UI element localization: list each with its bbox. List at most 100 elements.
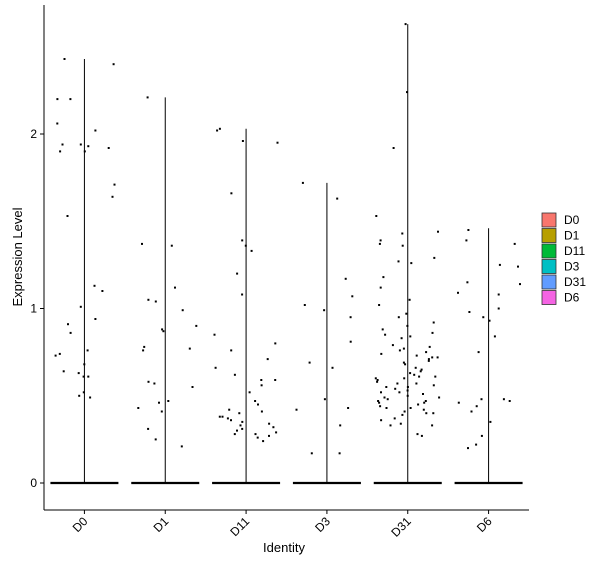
point-d0 (69, 98, 72, 101)
point-d31 (414, 366, 417, 369)
point-d6 (480, 434, 483, 437)
point-d6 (488, 319, 491, 322)
point-d31 (428, 345, 431, 348)
point-d31 (432, 412, 435, 415)
point-d31 (380, 419, 383, 422)
point-d31 (438, 396, 441, 399)
point-d0 (56, 98, 59, 101)
point-d0 (69, 331, 72, 334)
point-d6 (475, 443, 478, 446)
point-d1 (170, 244, 173, 247)
point-d1 (167, 400, 170, 402)
point-d1 (174, 286, 176, 289)
point-d11 (226, 417, 229, 420)
point-d11 (236, 272, 239, 275)
legend-label-d6: D6 (564, 291, 580, 305)
point-d0 (67, 323, 69, 326)
point-d31 (432, 384, 435, 387)
point-d31 (376, 380, 379, 383)
point-d31 (418, 375, 421, 378)
point-d1 (191, 386, 194, 388)
legend-swatch-d3 (541, 259, 557, 274)
point-d1 (141, 242, 143, 245)
point-d3 (351, 295, 354, 298)
legend-swatch-d6 (541, 290, 557, 305)
legend-label-d31: D31 (564, 275, 586, 289)
point-d6 (482, 316, 485, 319)
point-d31 (400, 337, 403, 340)
point-d31 (401, 244, 404, 247)
point-d1 (160, 410, 163, 413)
point-d11 (218, 127, 221, 130)
point-d6 (502, 398, 505, 401)
point-d1 (137, 407, 140, 409)
point-d6 (477, 351, 480, 354)
point-d11 (250, 249, 253, 252)
point-d31 (374, 377, 377, 380)
point-d31 (402, 361, 405, 364)
legend-label-d3: D3 (564, 260, 580, 274)
point-d31 (434, 375, 437, 378)
point-d0 (89, 396, 92, 399)
point-d11 (268, 422, 271, 425)
point-d0 (111, 195, 114, 198)
legend-swatch-d1 (541, 228, 557, 243)
x-tick-label: D31 (388, 514, 414, 540)
point-d1 (143, 345, 146, 348)
point-d0 (86, 349, 89, 352)
point-d31 (394, 387, 397, 390)
point-d0 (82, 391, 85, 394)
point-d11 (262, 440, 265, 443)
point-d3 (323, 398, 326, 401)
point-d31 (406, 324, 409, 327)
point-d31 (391, 344, 394, 347)
point-d31 (422, 393, 424, 395)
point-d6 (497, 307, 500, 310)
point-d6 (468, 311, 471, 313)
legend-swatch-d11 (541, 243, 557, 259)
point-d0 (78, 394, 81, 397)
point-d11 (233, 373, 236, 376)
point-d6 (457, 291, 459, 294)
point-d31 (406, 389, 409, 392)
point-d6 (489, 420, 492, 423)
point-d11 (274, 342, 277, 345)
point-d0 (62, 370, 65, 373)
point-d31 (403, 377, 406, 380)
point-d31 (379, 286, 382, 289)
point-d31 (385, 386, 388, 388)
point-d31 (406, 91, 408, 94)
point-d31 (401, 232, 404, 235)
point-d3 (344, 277, 347, 280)
point-d31 (386, 398, 389, 401)
point-d11 (274, 379, 277, 381)
point-d0 (79, 305, 82, 308)
point-d6 (493, 335, 496, 338)
point-d11 (213, 333, 216, 336)
point-d31 (406, 394, 409, 397)
point-d31 (383, 396, 386, 399)
point-d0 (56, 122, 59, 125)
point-d31 (417, 403, 420, 406)
point-d0 (63, 58, 66, 60)
point-d11 (272, 426, 275, 429)
legend-label-d0: D0 (564, 213, 580, 227)
point-d31 (410, 262, 413, 265)
point-d0 (113, 183, 116, 186)
point-d11 (266, 358, 269, 361)
point-d11 (254, 400, 257, 402)
point-d3 (303, 304, 306, 306)
point-d3 (349, 316, 352, 319)
point-d3 (338, 452, 341, 455)
point-d31 (380, 391, 382, 394)
point-d31 (416, 433, 419, 436)
point-d11 (230, 419, 232, 422)
point-d11 (214, 366, 217, 369)
point-d3 (339, 424, 342, 427)
point-d31 (409, 407, 412, 409)
point-d31 (399, 422, 402, 425)
legend-label-d1: D1 (564, 229, 580, 243)
point-d0 (101, 290, 104, 292)
point-d3 (331, 366, 334, 369)
